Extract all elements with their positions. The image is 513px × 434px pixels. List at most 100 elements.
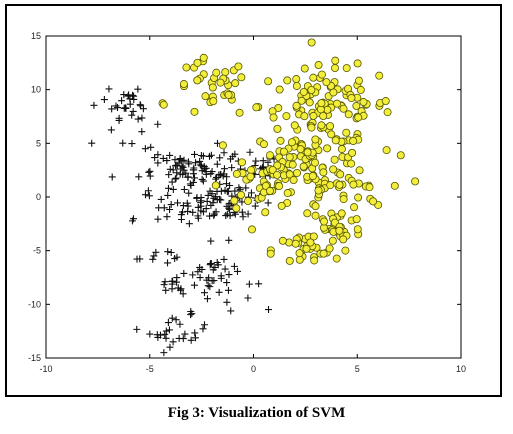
data-point-circle [302,244,311,253]
data-point-plus [206,283,214,291]
data-point-plus [191,329,199,337]
data-point-circle [292,101,301,110]
data-point-plus [133,255,141,263]
data-point-plus [114,104,122,112]
data-point-plus [207,260,215,268]
data-point-plus [212,193,220,201]
data-point-plus [161,330,169,338]
data-point-plus [199,208,207,216]
data-point-circle [326,122,335,131]
data-point-plus [105,85,113,93]
y-tick-label: -15 [28,353,41,363]
data-point-circle [237,73,246,82]
data-point-circle [299,162,308,171]
data-point-circle [261,208,270,217]
data-point-circle [344,110,353,119]
data-point-plus [180,186,188,193]
data-point-plus [163,213,171,221]
data-point-circle [295,249,304,258]
data-point-plus [154,215,162,223]
data-point-plus [221,186,229,194]
data-point-circle [252,103,261,112]
data-point-plus [146,330,154,338]
data-point-circle [273,124,282,133]
data-point-plus [189,178,197,186]
data-point-circle [354,193,363,202]
data-point-plus [147,143,155,151]
data-point-circle [275,85,284,94]
data-point-circle [234,62,243,71]
data-point-circle [237,190,246,199]
data-point-plus [152,248,160,256]
x-tick-label: -10 [39,364,52,374]
data-point-plus [264,199,272,207]
data-point-circle [246,172,255,181]
data-point-circle [259,140,268,149]
data-point-plus [196,274,204,282]
data-point-plus [185,220,193,228]
data-point-circle [355,166,364,175]
data-point-circle [329,88,338,97]
data-point-plus [215,288,223,296]
data-point-circle [339,195,348,204]
data-point-plus [141,191,149,199]
data-point-circle [243,197,252,206]
data-point-circle [306,238,315,247]
data-point-plus [133,325,141,333]
data-point-plus [150,252,158,260]
data-point-plus [167,201,175,209]
data-point-plus [191,174,199,182]
data-point-circle [247,166,256,175]
figure-frame [5,4,502,397]
data-point-circle [347,159,356,168]
data-point-plus [136,101,144,109]
data-point-circle [350,203,359,212]
data-point-plus [172,316,180,324]
data-point-circle [359,98,368,107]
data-point-plus [169,166,177,174]
data-point-circle [396,151,405,160]
data-point-circle [317,121,326,130]
data-point-circle [216,78,225,87]
data-point-plus [120,104,128,112]
data-point-plus [159,154,167,162]
data-point-plus [204,191,212,199]
data-point-plus [141,145,149,153]
data-point-plus [194,268,202,276]
data-point-plus [168,285,176,293]
data-point-plus [167,249,175,257]
data-point-plus [230,262,238,270]
data-point-circle [348,148,357,157]
data-point-plus [90,101,98,109]
data-point-plus [227,155,235,163]
data-point-circle [383,108,392,117]
data-point-circle [332,254,341,263]
data-point-plus [181,330,189,338]
data-point-circle [285,153,294,162]
data-point-circle [289,176,298,185]
data-point-circle [331,64,340,73]
data-point-circle [275,182,284,191]
data-point-circle [356,85,365,94]
data-point-plus [226,205,234,213]
data-point-plus [182,169,190,177]
data-point-circle [311,211,320,220]
data-point-circle [212,68,221,77]
data-point-plus [120,91,128,99]
x-axis: -10 -5 0 5 10 [39,36,466,374]
data-point-plus [168,178,176,186]
data-point-circle [279,147,288,156]
data-point-circle [352,215,361,224]
data-point-plus [247,189,255,197]
data-point-plus [166,205,174,213]
data-point-circle [309,232,318,241]
data-point-circle [179,80,188,89]
data-point-plus [225,204,233,212]
data-point-circle [273,170,282,179]
data-point-circle [201,92,210,101]
data-point-circle [319,168,328,177]
data-point-circle [300,64,309,73]
data-point-plus [126,100,134,108]
data-point-plus [251,202,259,210]
x-tick-label: 0 [251,364,256,374]
